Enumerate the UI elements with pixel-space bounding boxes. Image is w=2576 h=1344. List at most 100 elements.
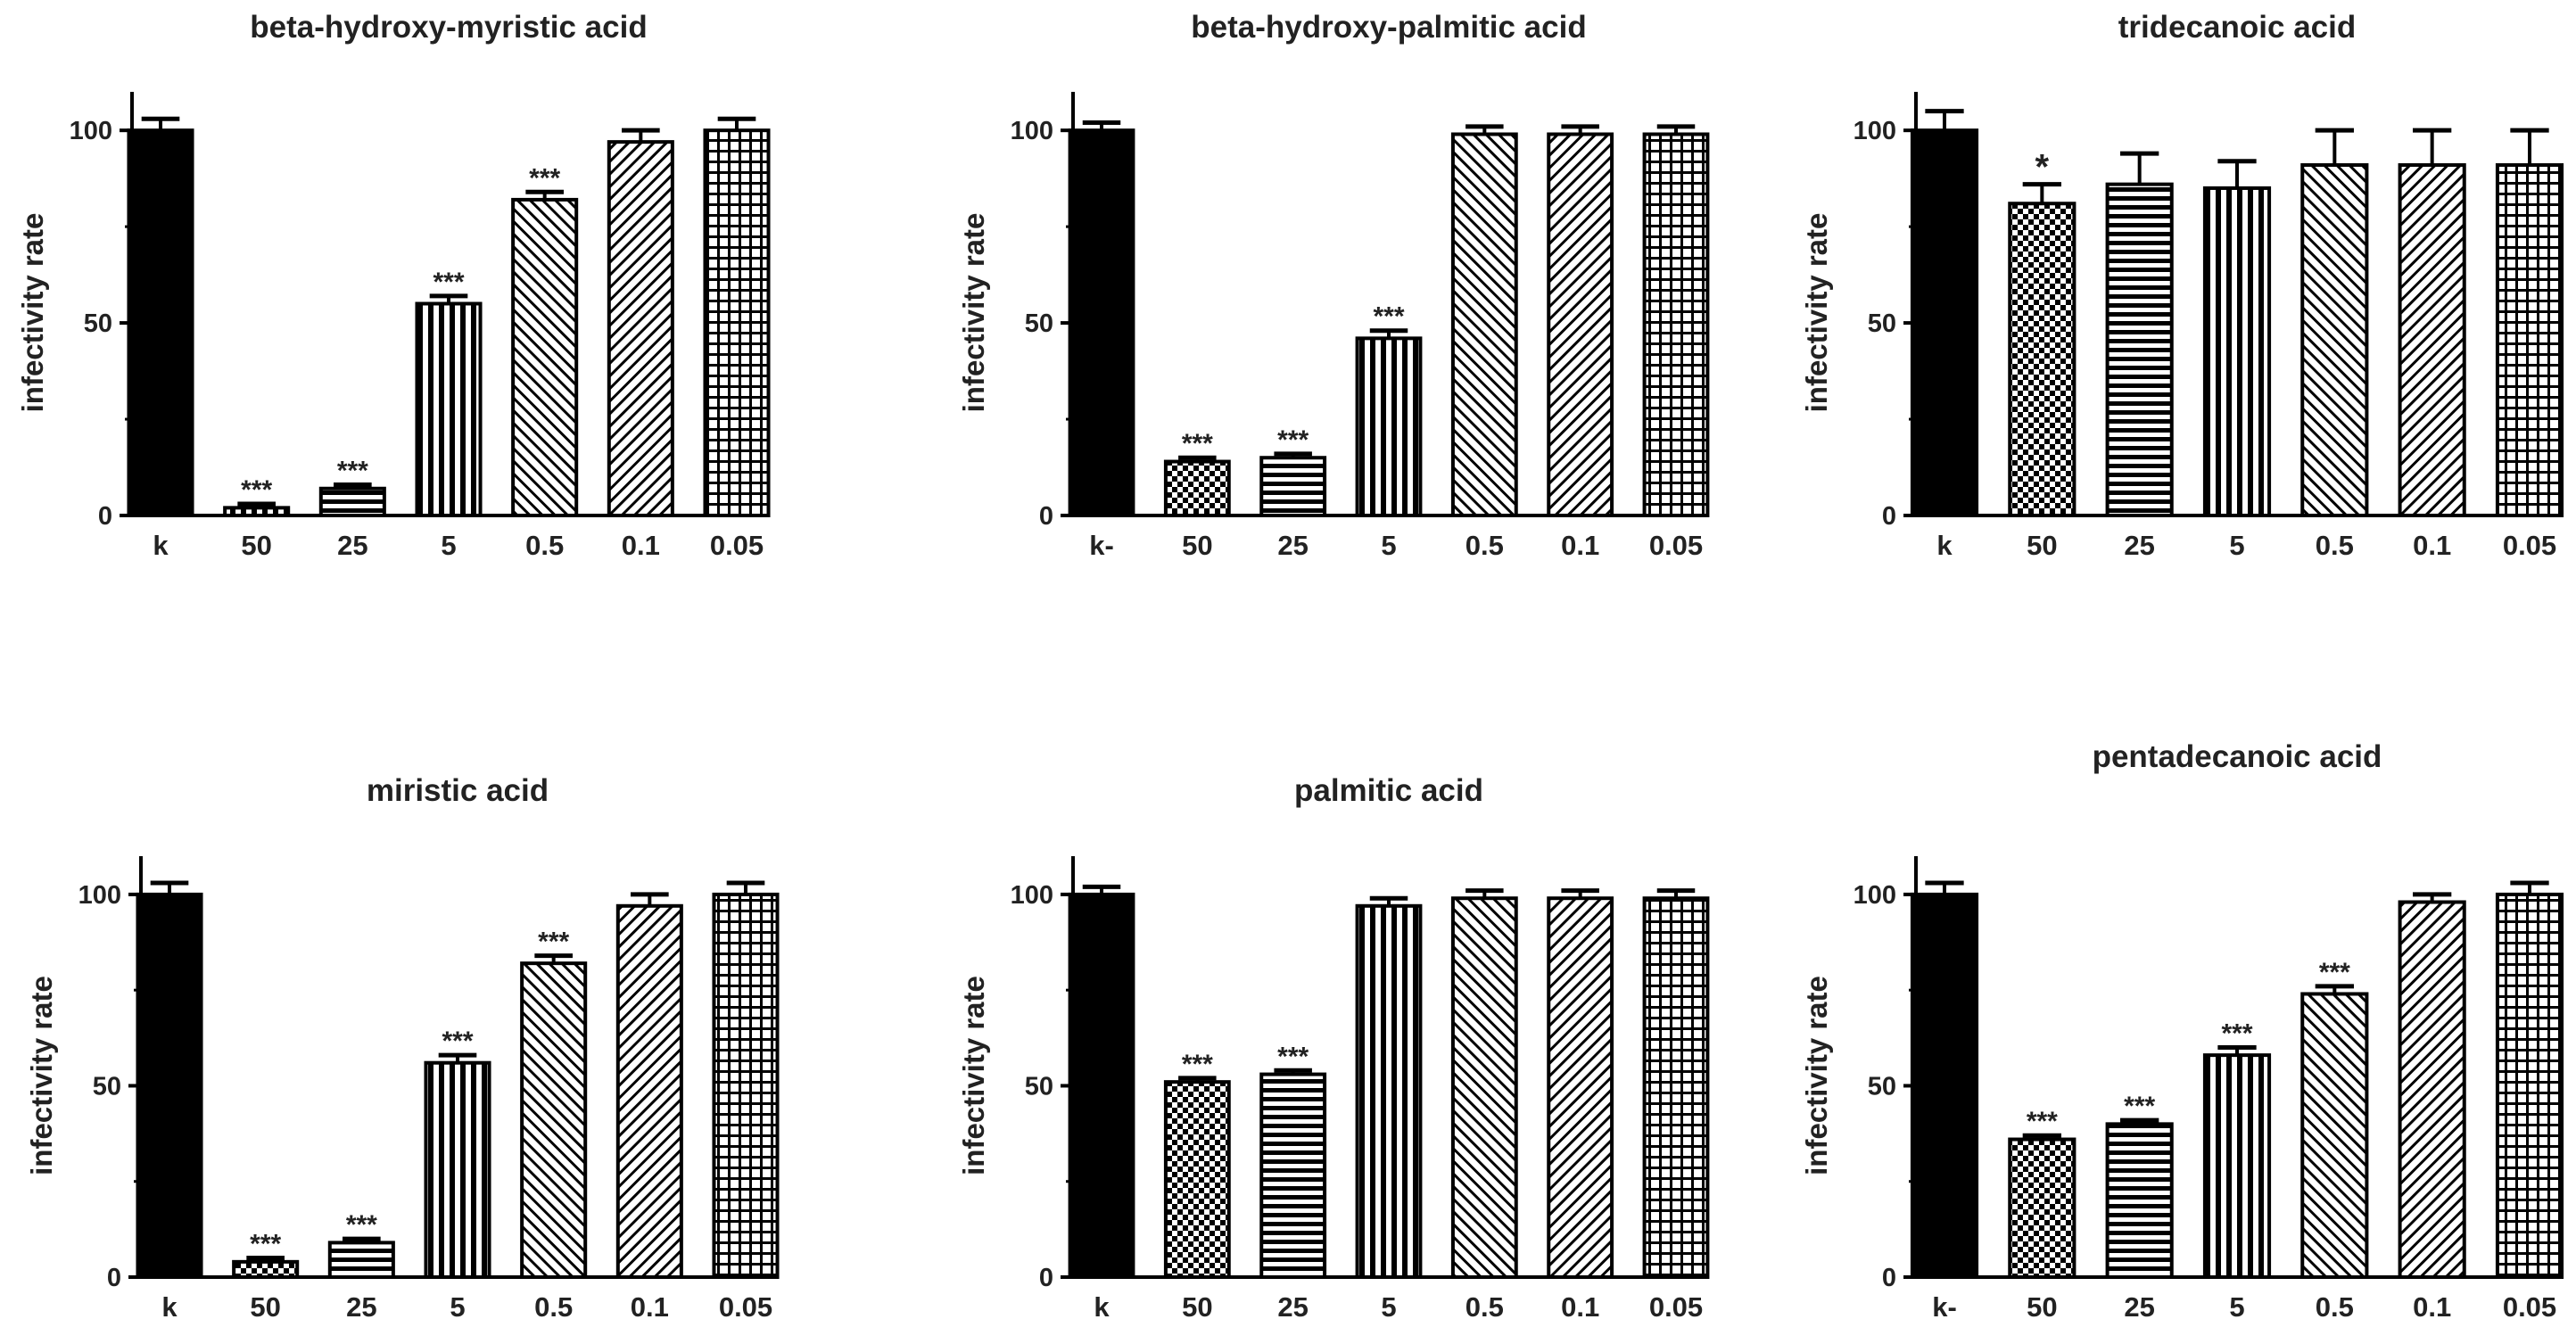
- bar: [1355, 903, 1423, 1279]
- y-axis-label: infectivity rate: [1800, 213, 1833, 413]
- bar: [1642, 896, 1710, 1279]
- bar: [318, 486, 386, 517]
- significance-mark: ***: [538, 928, 569, 957]
- x-tick-label: 0.5: [534, 1291, 573, 1323]
- significance-mark: ***: [529, 163, 560, 193]
- bar: [1068, 128, 1135, 517]
- bar: [2202, 1053, 2272, 1280]
- x-tick-label: 25: [346, 1291, 376, 1323]
- bar: [1259, 456, 1327, 518]
- y-tick-label: 100: [1011, 117, 1053, 145]
- bar: [2495, 163, 2564, 518]
- x-tick-label: 50: [2027, 530, 2057, 561]
- bar: [2495, 892, 2564, 1280]
- bar: [2105, 1122, 2174, 1280]
- y-axis-label: infectivity rate: [957, 976, 990, 1175]
- significance-mark: ***: [241, 475, 272, 505]
- significance-mark: ***: [1182, 1050, 1213, 1079]
- chart-title: tridecanoic acid: [2118, 10, 2356, 45]
- bar: [712, 892, 780, 1280]
- bar: [1355, 336, 1423, 518]
- bar: [1910, 128, 1979, 517]
- y-tick-label: 50: [84, 309, 112, 338]
- chart-title: pentadecanoic acid: [2093, 739, 2382, 774]
- x-tick-label: k: [153, 530, 169, 561]
- y-tick-label: 50: [93, 1072, 121, 1101]
- y-tick-label: 100: [1854, 117, 1896, 145]
- bar: [1450, 132, 1518, 517]
- y-tick-label: 100: [70, 117, 112, 145]
- y-axis-label: infectivity rate: [25, 976, 58, 1175]
- x-tick-label: 25: [1277, 1291, 1308, 1323]
- y-tick-label: 100: [1011, 881, 1053, 910]
- y-tick-label: 0: [1882, 502, 1896, 531]
- significance-mark: ***: [346, 1210, 377, 1240]
- significance-mark: ***: [433, 268, 464, 297]
- bar: [1163, 1080, 1231, 1280]
- x-tick-label: 50: [241, 530, 271, 561]
- significance-mark: ***: [1373, 302, 1404, 332]
- x-tick-label: k: [1094, 1291, 1110, 1323]
- significance-mark: *: [2035, 148, 2050, 187]
- bar: [1450, 896, 1518, 1279]
- x-tick-label: 50: [1182, 1291, 1212, 1323]
- chart-title: palmitic acid: [1294, 773, 1483, 808]
- bar: [232, 1259, 300, 1279]
- bar: [703, 128, 771, 517]
- bar: [424, 1060, 491, 1280]
- bar: [1068, 892, 1135, 1280]
- bar: [1547, 132, 1614, 517]
- y-tick-label: 100: [1854, 881, 1896, 910]
- x-tick-label: 5: [2229, 1291, 2244, 1323]
- bar: [2008, 1137, 2076, 1279]
- x-tick-label: 0.5: [1466, 530, 1504, 561]
- x-tick-label: 0.1: [1561, 1291, 1599, 1323]
- bar: [607, 140, 674, 518]
- significance-mark: ***: [2221, 1019, 2252, 1049]
- x-tick-label: 0.05: [1649, 1291, 1703, 1323]
- bar: [2300, 163, 2369, 518]
- y-tick-label: 50: [1025, 1072, 1053, 1101]
- x-tick-label: 0.05: [2503, 1291, 2556, 1323]
- x-tick-label: k: [1936, 530, 1953, 561]
- bar: [2300, 992, 2369, 1280]
- x-tick-label: 0.05: [1649, 530, 1703, 561]
- x-tick-label: 0.5: [2316, 530, 2354, 561]
- x-tick-label: 5: [1381, 1291, 1396, 1323]
- chart-panel-6: pentadecanoic acid infectivity rate k- *** 5…: [1800, 739, 2564, 1323]
- bar: [127, 128, 194, 517]
- x-tick-label: 0.05: [710, 530, 764, 561]
- x-tick-label: 0.5: [525, 530, 564, 561]
- bar: [1259, 1072, 1327, 1279]
- bar: [2105, 182, 2174, 518]
- significance-mark: ***: [2319, 958, 2350, 987]
- bar: [2202, 186, 2272, 517]
- bar: [1910, 892, 1979, 1280]
- y-tick-label: 0: [1039, 502, 1053, 531]
- y-axis-label: infectivity rate: [1800, 976, 1833, 1175]
- chart-title: miristic acid: [367, 773, 549, 808]
- x-tick-label: 0.5: [2316, 1291, 2354, 1323]
- bar: [520, 961, 588, 1280]
- x-tick-label: 0.05: [719, 1291, 772, 1323]
- y-tick-label: 50: [1025, 309, 1053, 338]
- bar: [136, 892, 203, 1280]
- y-tick-label: 0: [98, 502, 112, 531]
- chart-panel-1: beta-hydroxy-myristic acid infectivity ra…: [16, 10, 771, 561]
- significance-mark: ***: [2027, 1107, 2058, 1136]
- chart-panel-5: palmitic acid infectivity rate k *** 50 *** 25…: [957, 773, 1710, 1323]
- x-tick-label: 0.1: [1561, 530, 1599, 561]
- bar: [1547, 896, 1614, 1279]
- x-tick-label: 50: [2027, 1291, 2057, 1323]
- y-axis-label: infectivity rate: [16, 213, 49, 413]
- x-tick-label: 0.1: [2413, 1291, 2451, 1323]
- bar: [415, 301, 483, 517]
- bar: [511, 197, 579, 517]
- x-tick-label: 25: [337, 530, 367, 561]
- significance-mark: ***: [442, 1027, 473, 1056]
- significance-mark: ***: [1277, 1042, 1309, 1071]
- y-tick-label: 0: [107, 1264, 121, 1292]
- y-tick-label: 50: [1868, 1072, 1896, 1101]
